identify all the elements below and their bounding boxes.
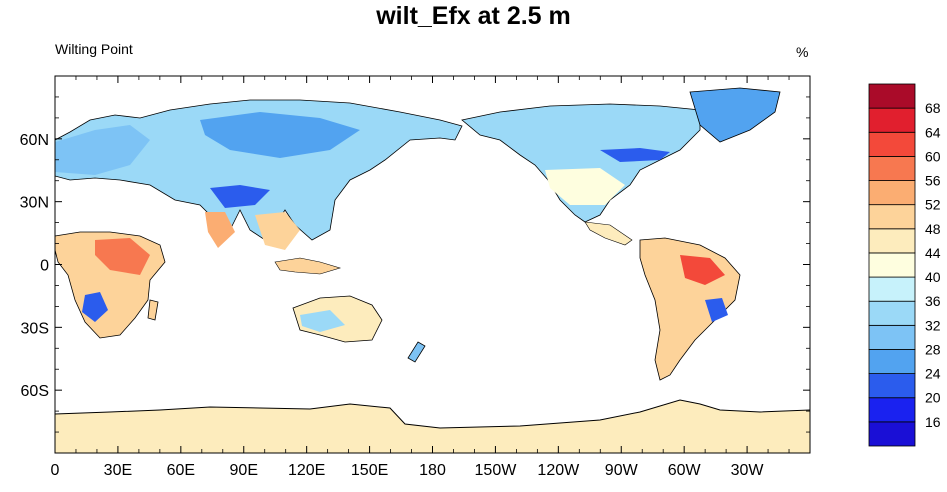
colorbar-box xyxy=(868,252,916,278)
colorbar-label: 60 xyxy=(925,148,941,164)
colorbar-label: 52 xyxy=(925,197,941,213)
greenland xyxy=(689,87,781,143)
lat-tick-label: 0 xyxy=(40,258,49,275)
siberia-blue-field xyxy=(200,112,360,158)
antarctica-landmass xyxy=(55,399,810,453)
lat-tick-label: 60N xyxy=(20,132,49,149)
europe-field xyxy=(55,125,150,175)
lat-tick-label: 30N xyxy=(20,195,49,212)
colorbar-box xyxy=(868,131,916,157)
colorbar-box xyxy=(868,324,916,350)
colorbar-box xyxy=(868,276,916,302)
colorbar-box xyxy=(868,421,916,447)
colorbar-label: 40 xyxy=(925,269,941,285)
lon-tick-label: 30E xyxy=(104,462,132,479)
lon-tick-label: 60W xyxy=(668,462,702,479)
colorbar-label: 32 xyxy=(925,317,941,333)
north-america-landmass xyxy=(461,103,701,223)
colorbar: 16 20 24 28 32 36 40 44 48 52 56 60 64 68 xyxy=(868,83,941,447)
colorbar-label: 36 xyxy=(925,293,941,309)
amazon-red-field xyxy=(680,255,725,285)
lon-tick-label: 120W xyxy=(537,462,580,479)
colorbar-label: 68 xyxy=(925,100,941,116)
madagascar xyxy=(147,299,159,321)
colorbar-box xyxy=(868,204,916,230)
colorbar-box xyxy=(868,83,916,109)
australia-blue-field xyxy=(300,310,345,332)
africa-red-field xyxy=(95,238,150,275)
india-field xyxy=(205,212,235,248)
colorbar-box xyxy=(868,155,916,181)
lon-tick-label: 150E xyxy=(351,462,388,479)
eurasia-landmass xyxy=(55,99,463,241)
indonesia xyxy=(274,257,342,275)
colorbar-box xyxy=(868,349,916,375)
africa-blue-field xyxy=(82,292,108,322)
lon-tick-label: 0 xyxy=(51,462,60,479)
colorbar-label: 28 xyxy=(925,341,941,357)
colorbar-label: 24 xyxy=(925,366,941,382)
colorbar-label: 20 xyxy=(925,390,941,406)
lon-tick-label: 90E xyxy=(230,462,258,479)
lon-tick-label: 150W xyxy=(475,462,518,479)
lon-tick-label: 90W xyxy=(605,462,639,479)
southeast-asia-field xyxy=(255,212,300,250)
lon-tick-label: 60E xyxy=(167,462,195,479)
colorbar-label: 48 xyxy=(925,221,941,237)
colorbar-box xyxy=(868,180,916,206)
colorbar-label: 56 xyxy=(925,173,941,189)
usa-field xyxy=(545,168,625,205)
colorbar-label: 16 xyxy=(925,414,941,430)
colorbar-box xyxy=(868,397,916,423)
new-zealand xyxy=(407,341,426,363)
canada-blue-field xyxy=(600,148,670,162)
lon-tick-label: 120E xyxy=(288,462,325,479)
land-fields xyxy=(55,87,810,453)
colorbar-box xyxy=(868,228,916,254)
variable-long-name: Wilting Point xyxy=(55,41,133,57)
colorbar-label: 64 xyxy=(925,124,941,140)
central-america xyxy=(584,221,633,246)
lat-tick-label: 60S xyxy=(21,383,49,400)
lon-tick-label: 180 xyxy=(419,462,446,479)
colorbar-box xyxy=(868,373,916,399)
units-label: % xyxy=(796,44,809,60)
colorbar-box xyxy=(868,300,916,326)
longitude-axis: 0 30E 60E 90E 120E 150E 180 150W 120W 90W 60W 30W xyxy=(51,76,790,479)
latitude-axis: 60N 30N 0 30S 60S xyxy=(20,96,810,433)
lon-tick-label: 30W xyxy=(731,462,765,479)
central-asia-blue-field xyxy=(210,185,270,208)
colorbar-label: 44 xyxy=(925,245,941,261)
map-title: wilt_Efx at 2.5 m xyxy=(376,2,571,30)
lat-tick-label: 30S xyxy=(21,320,49,337)
colorbar-box xyxy=(868,107,916,133)
brazil-blue-field xyxy=(705,298,728,322)
